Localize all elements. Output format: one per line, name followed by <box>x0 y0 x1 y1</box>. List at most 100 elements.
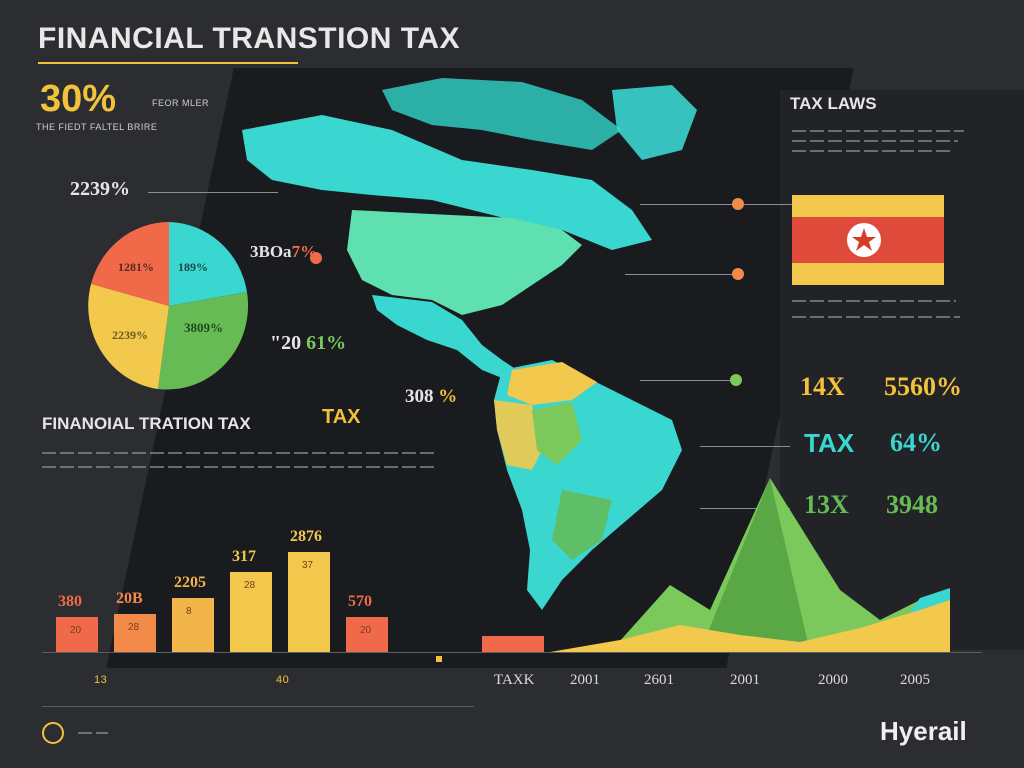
right-backdrop <box>780 90 1024 650</box>
bar-2 <box>114 614 156 652</box>
map-greenland <box>612 85 697 160</box>
footer-circle-icon <box>42 722 64 744</box>
flag-stripe-top <box>792 195 944 217</box>
bar-inner-label-2: 28 <box>128 622 140 634</box>
bar-inner-label-6: 20 <box>360 625 372 637</box>
map-south-america-west <box>494 400 542 470</box>
tax-row-3-label: 13X <box>804 490 849 519</box>
pie-percent-label: 2239% <box>70 178 130 200</box>
bar-inner-label-3: 8 <box>186 606 192 618</box>
pie-slice-label-4: 3809% <box>184 320 223 335</box>
tax-row-1-value: 5560% <box>884 372 962 401</box>
bar-4 <box>230 571 272 652</box>
bar-bottom-label-1: 13 <box>94 674 108 686</box>
bar-chart-axis <box>42 652 982 653</box>
brand-name: Hyerail <box>880 716 967 746</box>
pie-slice-yellow <box>88 284 169 389</box>
leader-line-1 <box>640 204 740 205</box>
pie-chart <box>88 222 249 390</box>
bar-label-4: 317 <box>232 547 256 565</box>
section-text-line-1 <box>42 452 434 454</box>
tax-laws-title: TAX LAWS <box>790 94 877 113</box>
leader-dot-1 <box>732 198 744 210</box>
year-label-2: 2001 <box>570 672 600 688</box>
headline-caption-below: THE FIEDT FALTEL BRIRE <box>36 122 158 132</box>
bar-inner-label-4: 28 <box>244 579 256 591</box>
pie-slice-label-3: 2239% <box>112 328 148 342</box>
leader-line-3 <box>640 380 730 381</box>
map-callout-2: "20 61% <box>270 332 346 355</box>
map-callout-3: 308 % <box>405 386 457 408</box>
bar-label-2: 20B <box>116 590 143 608</box>
map-callout-1-text: 3BOa <box>250 242 292 261</box>
map-north-canada <box>242 115 652 250</box>
section-text-line-2 <box>42 466 434 468</box>
map-south-america-inner <box>532 402 582 465</box>
leader-line-1b <box>744 204 792 205</box>
map-south-america-south <box>552 490 612 560</box>
tax-laws-text-line-2 <box>792 140 958 142</box>
map-callout-2-text: "20 <box>270 332 302 354</box>
area-chart <box>482 478 950 652</box>
map-callout-3-text: 308 <box>405 386 434 407</box>
leader-dot-3 <box>730 374 742 386</box>
pie-slice-green <box>158 292 249 390</box>
area-chart-red-block <box>482 636 544 652</box>
tax-row-2-label: TAX <box>804 428 855 458</box>
year-label-3: 2601 <box>644 672 674 688</box>
leader-dot-2 <box>732 268 744 280</box>
map-south-america-north <box>507 362 597 405</box>
leader-line-4 <box>700 446 790 447</box>
footer-rule <box>42 706 474 707</box>
axis-marker <box>436 656 442 662</box>
country-flag <box>792 195 944 285</box>
headline-percent: 30% <box>40 78 117 120</box>
flag-text-line-1 <box>792 300 956 302</box>
leader-line-5 <box>700 508 790 509</box>
footer-text-line <box>78 732 108 734</box>
flag-star-icon <box>852 228 876 251</box>
flag-stripe-bottom <box>792 263 944 285</box>
section-title: FINANOIAL TRATION TAX <box>42 414 251 433</box>
bar-1 <box>56 617 98 652</box>
title-underline <box>38 62 298 64</box>
map-callout-2-accent: 61% <box>306 332 347 354</box>
pie-slice-label-2: 189% <box>178 260 208 274</box>
bar-bottom-label-2: 40 <box>276 674 290 686</box>
tax-row-2-value: 64% <box>890 428 942 457</box>
bar-inner-label-1: 20 <box>70 625 82 637</box>
bar-label-5: 2876 <box>290 527 322 545</box>
map-callout-3-accent: % <box>438 386 458 407</box>
map-callout-1: 3BOa7% <box>250 242 317 262</box>
year-label-1: TAXK <box>494 672 535 688</box>
world-map <box>242 78 697 610</box>
year-label-5: 2000 <box>818 672 848 688</box>
year-label-4: 2001 <box>730 672 760 688</box>
tax-laws-text-line-3 <box>792 150 952 152</box>
pie-label-rule <box>148 192 278 193</box>
leader-line-2 <box>625 274 733 275</box>
bar-3 <box>172 598 214 652</box>
tax-row-3-value: 3948 <box>886 490 938 519</box>
bar-label-6: 570 <box>348 593 372 611</box>
section-tag: TAX <box>322 406 361 428</box>
area-series-green-dark <box>700 478 810 652</box>
year-label-6: 2005 <box>900 672 930 688</box>
map-usa <box>347 210 582 315</box>
map-callout-1-dot <box>310 252 322 264</box>
tax-laws-text-line-1 <box>792 130 964 132</box>
map-central-america <box>372 295 517 380</box>
pie-slice-label-1: 1281% <box>118 260 154 274</box>
headline-caption-right: FEOR MLER <box>152 98 210 108</box>
bar-6 <box>346 617 388 652</box>
bar-inner-label-5: 37 <box>302 559 314 571</box>
area-series-yellow <box>550 600 950 652</box>
pie-slice-cyan <box>169 222 247 306</box>
map-arctic-islands <box>382 78 622 150</box>
bar-5 <box>288 551 330 652</box>
page-title: FINANCIAL TRANSTION TAX <box>38 22 461 55</box>
flag-text-line-2 <box>792 316 960 318</box>
pie-slice-red <box>91 222 169 306</box>
bar-label-1: 380 <box>58 593 82 611</box>
tax-row-1-label: 14X <box>800 372 845 401</box>
